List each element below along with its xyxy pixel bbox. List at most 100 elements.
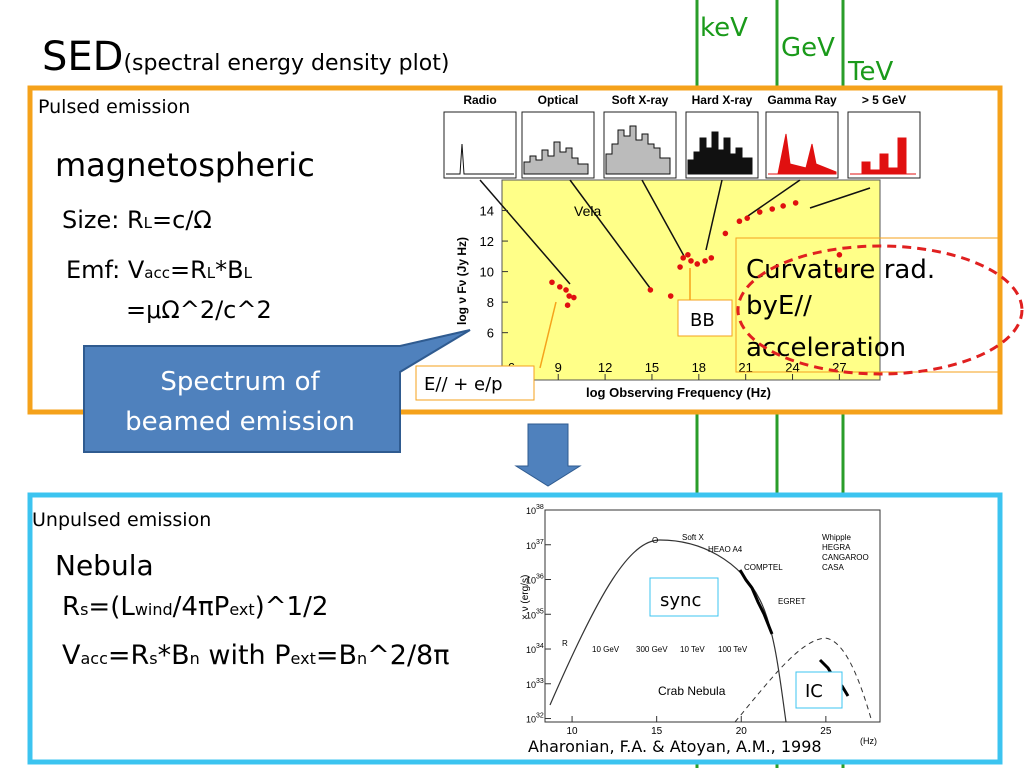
sync-label: sync xyxy=(660,590,701,611)
unpulsed-heading: Nebula xyxy=(55,549,154,582)
plot-label: O xyxy=(652,536,658,545)
plot-label: Soft X xyxy=(682,533,704,542)
text-part: =B xyxy=(316,640,357,671)
text-part: Size: R xyxy=(62,206,144,234)
plot-label: 10 GeV xyxy=(592,645,620,654)
data-point xyxy=(836,267,843,273)
x-tick-label: 18 xyxy=(692,360,706,375)
sync-curve xyxy=(549,539,787,723)
plot-label: EGRET xyxy=(778,597,806,606)
energy-label: keV xyxy=(700,13,748,43)
x-tick-label: 20 xyxy=(736,726,748,737)
x-axis-label: log Observing Frequency (Hz) xyxy=(586,385,771,400)
plot-label: 300 GeV xyxy=(636,645,668,654)
callout-text: Spectrum of xyxy=(160,367,320,397)
data-point xyxy=(792,200,799,206)
x-tick-label: 9 xyxy=(555,360,562,375)
y-tick-exp: 37 xyxy=(536,539,544,546)
panel-title: Soft X-ray xyxy=(612,93,669,107)
x-axis-label: (Hz) xyxy=(860,736,877,746)
citation: Aharonian, F.A. & Atoyan, A.M., 1998 xyxy=(528,737,822,756)
text-part: n xyxy=(357,649,367,668)
text-part: ext xyxy=(291,649,316,668)
emf-line-2: =μΩ^2/c^2 xyxy=(126,296,272,324)
data-point xyxy=(769,206,776,212)
x-tick-label: 24 xyxy=(785,360,799,375)
sync-box xyxy=(649,577,719,617)
pulsed-heading: magnetospheric xyxy=(55,146,315,184)
text-part: L xyxy=(144,214,153,232)
text-part: *B xyxy=(158,640,190,671)
y-axis-label: × ν (erg/s) xyxy=(520,575,531,620)
text-part: R xyxy=(62,592,80,622)
text-part: )^1/2 xyxy=(255,592,329,622)
text-part: V xyxy=(62,640,81,671)
legend-entry: CANGAROO xyxy=(822,553,869,562)
data-point xyxy=(736,218,743,225)
y-tick-label: 10 xyxy=(480,265,494,280)
data-point xyxy=(556,284,563,290)
panel-title: Hard X-ray xyxy=(692,93,753,107)
title: SED(spectral energy density plot) xyxy=(42,34,449,80)
panel xyxy=(443,111,517,179)
y-tick-label: 8 xyxy=(487,295,494,310)
y-tick-exp: 35 xyxy=(536,608,544,615)
plot-label: COMPTEL xyxy=(744,563,783,572)
y-tick-label: 10 xyxy=(526,715,536,725)
data-point xyxy=(702,258,708,264)
text-part: with P xyxy=(200,640,291,671)
data-point xyxy=(564,302,571,308)
y-tick-exp: 32 xyxy=(536,713,544,720)
bb-box xyxy=(677,299,733,337)
text-part: n xyxy=(190,649,200,668)
data-point xyxy=(694,261,701,267)
size-line: Size: RL=c/Ω xyxy=(62,206,212,234)
ic-label: IC xyxy=(805,681,823,702)
legend-entry: Whipple xyxy=(822,533,851,542)
panel-spectrum xyxy=(523,141,589,175)
text-part: s xyxy=(149,649,157,668)
rs-line: Rs=(Lwind/4πPext)^1/2 xyxy=(62,592,328,622)
y-tick-exp: 34 xyxy=(536,643,544,650)
callout-text: beamed emission xyxy=(125,407,355,437)
panel-spectrum xyxy=(850,137,916,175)
data-point xyxy=(708,255,715,261)
text-part: s xyxy=(80,600,88,619)
energy-label: GeV xyxy=(781,33,835,63)
data-point xyxy=(566,293,572,299)
data-point xyxy=(836,252,843,258)
panel-spectrum xyxy=(768,133,837,175)
y-tick-exp: 33 xyxy=(536,678,544,685)
data-point xyxy=(571,294,577,301)
energy-label: TeV xyxy=(847,57,893,87)
y-tick-label: 10 xyxy=(526,506,536,516)
data-point xyxy=(722,230,729,237)
text-part: Emf: V xyxy=(66,256,145,284)
e-ep-arrow xyxy=(539,301,557,369)
curvature-box xyxy=(735,237,999,373)
x-tick-label: 25 xyxy=(820,726,832,737)
text-part: ^2/8π xyxy=(367,640,449,671)
plot-label: HEAO A4 xyxy=(708,545,743,554)
y-tick-label: 14 xyxy=(480,204,494,219)
data-point xyxy=(780,203,786,209)
vacc-line: Vacc=Rs*Bn with Pext=Bn^2/8π xyxy=(62,640,449,671)
panel-spectrum xyxy=(605,125,671,175)
y-tick-label: 6 xyxy=(487,326,494,341)
data-point xyxy=(677,264,683,270)
y-tick-exp: 36 xyxy=(536,574,544,581)
data-point xyxy=(549,279,555,286)
text-part: acc xyxy=(80,649,107,668)
panel-arrows xyxy=(479,179,871,289)
vela-figure: Radio Optical Soft X-ray Hard X-ray Gamma Ra… xyxy=(443,93,921,400)
data-point xyxy=(756,209,763,215)
x-tick-label: 21 xyxy=(738,360,752,375)
x-tick-label: 15 xyxy=(651,726,663,737)
text-part: =R xyxy=(170,256,207,284)
data-point xyxy=(647,287,654,293)
text-part: acc xyxy=(144,264,170,282)
panel-spectrum xyxy=(446,143,514,175)
text-part: L xyxy=(207,264,216,282)
